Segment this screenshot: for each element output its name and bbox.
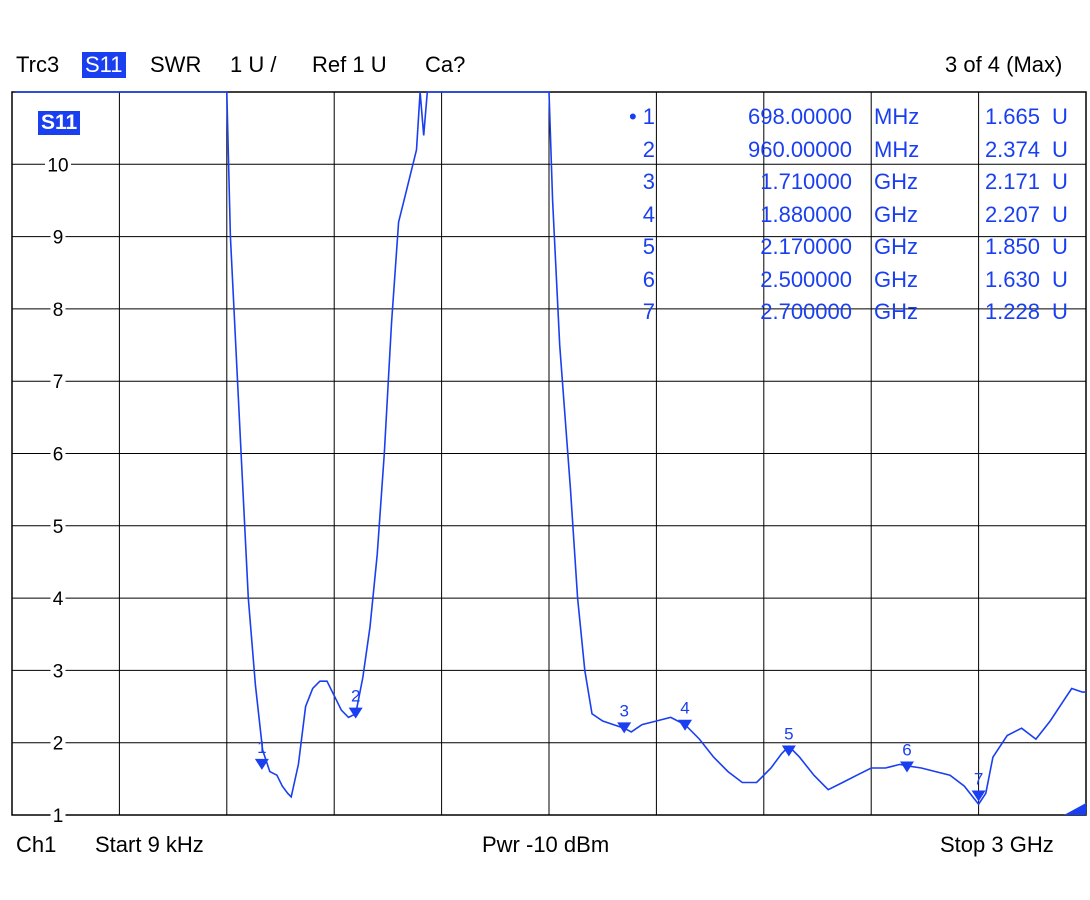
y-tick-label: 1 xyxy=(53,806,64,827)
y-ticks: 1 2 3 4 5 6 7 8 9 10 xyxy=(45,153,71,827)
y-tick-label: 3 xyxy=(53,661,64,682)
y-tick-label-bg xyxy=(50,225,66,248)
marker-table-num: 5 xyxy=(642,234,655,259)
marker-7-label: 7 xyxy=(974,770,983,789)
y-tick-label-bg xyxy=(50,514,66,537)
marker-5-triangle xyxy=(781,745,796,757)
marker-4-label: 4 xyxy=(680,699,689,718)
marker-6-label: 6 xyxy=(902,740,911,759)
marker-table-value: 2.374 xyxy=(984,136,1040,162)
marker-table-freq: 960.00000 xyxy=(748,136,852,162)
trace-label: S11 xyxy=(38,111,81,135)
marker-table-freq: 1.880000 xyxy=(760,201,852,227)
trace-format: SWR xyxy=(150,52,202,77)
y-tick-label: 10 xyxy=(47,155,68,176)
marker-7-triangle xyxy=(971,790,986,802)
power-level: Pwr -10 dBm xyxy=(482,832,610,857)
marker-table-freq: 2.700000 xyxy=(760,299,852,324)
y-tick-label-bg xyxy=(50,297,66,320)
trace-end-indicator xyxy=(1064,803,1086,815)
y-tick-label-bg xyxy=(50,804,66,826)
y-tick-label: 5 xyxy=(53,517,64,538)
marker-2-label: 2 xyxy=(351,687,360,706)
marker-table-vunit: U xyxy=(1052,169,1068,194)
marker-table-value: 1.850 xyxy=(984,234,1040,259)
marker-table-num: • 1 xyxy=(628,104,655,129)
marker-table-unit: GHz xyxy=(874,299,918,324)
y-tick-label-bg xyxy=(45,153,71,176)
y-tick-label: 2 xyxy=(53,734,64,755)
y-tick-label: 8 xyxy=(53,300,64,321)
marker-2-triangle xyxy=(348,707,363,719)
y-tick-label-bg xyxy=(50,370,66,393)
y-tick-label: 4 xyxy=(53,589,64,610)
marker-table-value: 1.665 xyxy=(984,104,1040,129)
marker-table-num: 2 xyxy=(642,136,655,162)
marker-table-freq: 1.710000 xyxy=(760,169,852,194)
marker-table-value: 1.630 xyxy=(984,266,1040,292)
trace-page: 3 of 4 (Max) xyxy=(945,52,1063,77)
marker-table-num: 6 xyxy=(642,266,655,292)
marker-table-vunit: U xyxy=(1052,266,1068,292)
y-tick-label: 6 xyxy=(53,445,64,466)
marker-table-num: 4 xyxy=(642,201,655,227)
marker-3-triangle xyxy=(617,722,632,734)
marker-table-unit: MHz xyxy=(874,104,920,129)
marker-table-value: 2.207 xyxy=(984,201,1040,227)
calibration-status: Ca? xyxy=(425,52,466,77)
marker-table-freq: 2.500000 xyxy=(760,266,852,292)
marker-group: 1 2 3 4 5 6 7 xyxy=(254,687,1086,815)
marker-table-unit: GHz xyxy=(874,201,918,227)
marker-table-vunit: U xyxy=(1052,299,1068,324)
marker-6-triangle xyxy=(900,761,914,773)
s11-trace xyxy=(15,91,1086,806)
marker-1-triangle xyxy=(254,758,269,770)
marker-table-vunit: U xyxy=(1052,136,1068,162)
marker-table-vunit: U xyxy=(1052,234,1068,259)
marker-table-unit: MHz xyxy=(874,136,920,162)
marker-1-label: 1 xyxy=(257,738,266,757)
marker-3-label: 3 xyxy=(619,701,628,720)
marker-table-vunit: U xyxy=(1052,201,1068,227)
marker-table-num: 7 xyxy=(642,299,655,324)
channel-label: Ch1 xyxy=(16,832,57,857)
y-tick-label-bg xyxy=(50,442,66,465)
trace-param[interactable]: S11 xyxy=(82,52,126,78)
marker-table-num: 3 xyxy=(642,169,655,194)
marker-table-freq: 698.00000 xyxy=(748,104,852,129)
marker-table-value: 2.171 xyxy=(984,169,1040,194)
y-tick-label-bg xyxy=(50,731,66,754)
marker-table-freq: 2.170000 xyxy=(760,234,852,259)
marker-table-vunit: U xyxy=(1052,104,1068,129)
marker-table-value: 1.228 xyxy=(984,299,1040,324)
y-tick-label-bg xyxy=(50,587,66,610)
marker-table-unit: GHz xyxy=(874,169,918,194)
marker-table-unit: GHz xyxy=(874,266,918,292)
trace-name: Trc3 xyxy=(16,52,60,77)
stop-frequency: Stop 3 GHz xyxy=(940,832,1054,857)
marker-5-label: 5 xyxy=(784,725,793,744)
trace-scale: 1 U / xyxy=(230,52,277,77)
start-frequency: Start 9 kHz xyxy=(95,832,204,857)
trace-ref: Ref 1 U xyxy=(312,52,387,77)
y-tick-label-bg xyxy=(50,659,66,682)
plot-grid xyxy=(11,91,1087,816)
y-tick-label: 9 xyxy=(53,228,64,249)
y-tick-label: 7 xyxy=(53,372,64,393)
marker-4-triangle xyxy=(678,719,693,731)
marker-table-unit: GHz xyxy=(874,234,918,259)
